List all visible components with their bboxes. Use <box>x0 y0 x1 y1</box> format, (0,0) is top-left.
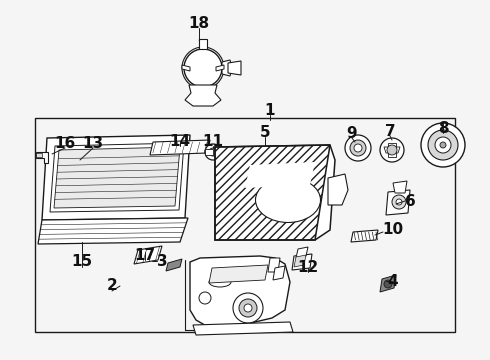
Polygon shape <box>38 218 188 244</box>
Text: 11: 11 <box>202 134 223 149</box>
Polygon shape <box>193 322 293 335</box>
Bar <box>35 118 455 332</box>
Text: 12: 12 <box>297 260 318 275</box>
Text: 10: 10 <box>382 221 404 237</box>
Polygon shape <box>228 61 241 75</box>
Polygon shape <box>166 259 182 271</box>
Polygon shape <box>380 275 396 292</box>
Text: 9: 9 <box>347 126 357 140</box>
Circle shape <box>387 145 397 155</box>
Text: 3: 3 <box>157 253 167 269</box>
Ellipse shape <box>255 177 320 222</box>
Circle shape <box>392 195 406 209</box>
Text: 5: 5 <box>260 125 270 140</box>
Polygon shape <box>36 152 48 163</box>
Text: 1: 1 <box>265 103 275 117</box>
Circle shape <box>380 138 404 162</box>
Ellipse shape <box>209 277 231 287</box>
Text: 8: 8 <box>438 121 448 135</box>
Polygon shape <box>185 85 221 106</box>
Polygon shape <box>216 65 224 71</box>
Circle shape <box>205 144 221 160</box>
Text: 7: 7 <box>385 123 395 139</box>
Text: 13: 13 <box>82 135 103 150</box>
Polygon shape <box>386 190 410 215</box>
Text: 14: 14 <box>170 134 191 149</box>
Polygon shape <box>273 266 285 280</box>
Polygon shape <box>296 247 308 258</box>
Polygon shape <box>384 147 400 153</box>
Circle shape <box>244 304 252 312</box>
Polygon shape <box>222 60 232 76</box>
Text: 16: 16 <box>54 135 75 150</box>
Circle shape <box>396 199 402 205</box>
Text: 2: 2 <box>107 279 118 293</box>
Polygon shape <box>294 255 306 267</box>
Circle shape <box>209 148 217 156</box>
Circle shape <box>350 140 366 156</box>
Polygon shape <box>42 135 190 220</box>
Polygon shape <box>182 65 190 71</box>
Polygon shape <box>215 145 335 240</box>
Circle shape <box>233 293 263 323</box>
Text: 17: 17 <box>134 248 155 262</box>
Polygon shape <box>245 162 315 188</box>
Polygon shape <box>292 254 312 270</box>
Polygon shape <box>268 258 280 272</box>
Circle shape <box>384 280 392 288</box>
Polygon shape <box>209 265 268 283</box>
Polygon shape <box>351 230 378 242</box>
Circle shape <box>421 123 465 167</box>
Circle shape <box>440 142 446 148</box>
Polygon shape <box>199 39 207 49</box>
Circle shape <box>239 299 257 317</box>
Circle shape <box>199 292 211 304</box>
Polygon shape <box>393 181 407 193</box>
Circle shape <box>428 130 458 160</box>
Polygon shape <box>205 149 213 155</box>
Polygon shape <box>54 147 180 208</box>
Circle shape <box>345 135 371 161</box>
Text: 15: 15 <box>72 255 93 270</box>
Text: 6: 6 <box>405 194 416 208</box>
Text: 4: 4 <box>388 274 398 288</box>
Polygon shape <box>328 174 348 205</box>
Polygon shape <box>150 140 210 155</box>
Circle shape <box>184 49 222 87</box>
Polygon shape <box>36 153 42 157</box>
Circle shape <box>435 137 451 153</box>
Polygon shape <box>134 246 162 264</box>
Text: 18: 18 <box>189 15 210 31</box>
Polygon shape <box>388 143 396 157</box>
Polygon shape <box>190 256 290 328</box>
Circle shape <box>354 144 362 152</box>
